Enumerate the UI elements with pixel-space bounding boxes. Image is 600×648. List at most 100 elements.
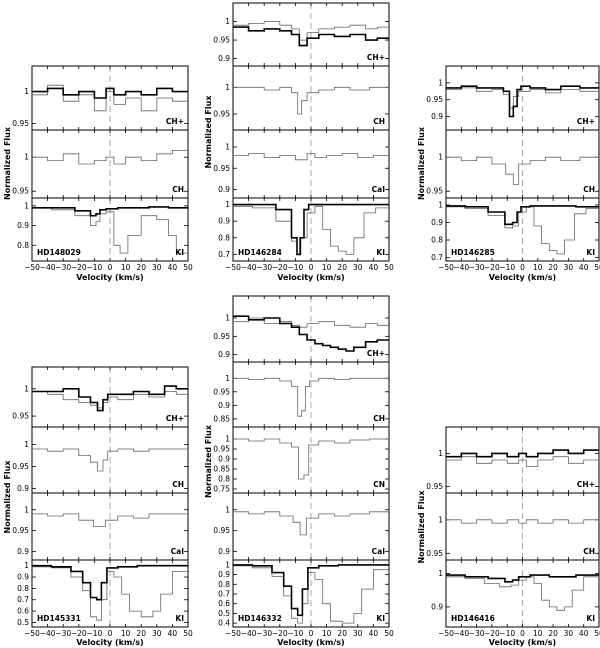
solid-spectrum xyxy=(233,564,389,617)
x-tick-label: −20 xyxy=(272,263,288,272)
y-tick-label: 0.95 xyxy=(426,95,443,104)
x-tick-label: 20 xyxy=(548,629,558,638)
y-tick-label: 0.6 xyxy=(218,599,230,608)
spectrum-panel: 1 0.9 0.8 KI HD148029 xyxy=(17,197,189,262)
y-tick-label: 1 xyxy=(24,561,29,570)
x-tick-label: 50 xyxy=(384,629,394,638)
y-tick-label: 0.7 xyxy=(218,589,230,598)
spectrum-panel: 10.90.80.70.60.50.4 KI HD146332 xyxy=(218,559,390,628)
spectrum-panel: 1 0.95 CH xyxy=(426,129,600,199)
y-tick-label: 0.9 xyxy=(218,217,230,226)
x-tick-label: −20 xyxy=(71,629,87,638)
dotted-spectrum xyxy=(233,86,389,115)
x-tick-label: −10 xyxy=(287,629,303,638)
solid-spectrum xyxy=(446,574,599,583)
y-tick-label: 1 xyxy=(438,78,443,87)
spectrum-panel: 1 0.95 0.9 0.85 CH xyxy=(213,361,390,428)
spectrum-panel: 1 0.95 0.9 CaI xyxy=(12,492,189,561)
solid-spectrum xyxy=(32,385,188,412)
dotted-spectrum xyxy=(233,317,389,328)
y-tick-label: 0.4 xyxy=(218,619,230,628)
y-tick-label: 1 xyxy=(225,83,230,92)
species-label: CH+ xyxy=(166,117,184,126)
x-axis-title: Velocity (km/s) xyxy=(76,638,143,647)
y-tick-label: 0.7 xyxy=(17,595,29,604)
y-tick-label: 1 xyxy=(225,143,230,152)
species-label: KI xyxy=(376,248,385,257)
y-tick-label: 0.5 xyxy=(218,609,230,618)
sightline-block: 1 0.95 CH+ 1 0.95 0.9 CH 1 0.95 0.9 CaI 1 0.9 0.8 0.7 0… xyxy=(3,366,193,647)
y-tick-label: 0.95 xyxy=(426,482,443,491)
dotted-spectrum xyxy=(233,205,389,255)
x-tick-label: 30 xyxy=(564,629,574,638)
y-tick-label: 0.95 xyxy=(12,119,29,128)
y-tick-label: 0.95 xyxy=(213,445,230,454)
x-tick-label: 40 xyxy=(369,629,379,638)
x-tick-label: 0 xyxy=(520,629,525,638)
x-tick-label: −50 xyxy=(438,263,454,272)
y-axis-title: Normalized Flux xyxy=(3,126,12,200)
star-name: HD146332 xyxy=(238,614,282,623)
x-tick-label: −30 xyxy=(55,263,71,272)
species-label: CH+ xyxy=(166,414,184,423)
y-tick-label: 0.7 xyxy=(218,250,230,259)
x-tick-label: 40 xyxy=(168,629,178,638)
y-tick-label: 1 xyxy=(225,435,230,444)
x-axis-title: Velocity (km/s) xyxy=(76,273,143,282)
x-tick-label: −40 xyxy=(453,263,469,272)
x-axis-title: Velocity (km/s) xyxy=(489,638,556,647)
solid-spectrum xyxy=(233,203,389,256)
y-tick-label: 0.7 xyxy=(431,253,443,262)
spectrum-panel: 1 0.95 0.9 CH+ xyxy=(213,295,390,363)
dotted-spectrum xyxy=(233,511,389,536)
x-tick-label: 40 xyxy=(168,263,178,272)
y-tick-label: 0.5 xyxy=(17,618,29,627)
dotted-spectrum xyxy=(32,150,188,165)
species-label: CH+ xyxy=(367,349,385,358)
x-tick-label: −40 xyxy=(241,629,257,638)
y-tick-label: 1 xyxy=(438,515,443,524)
y-tick-label: 1 xyxy=(438,153,443,162)
species-label: KI xyxy=(376,614,385,623)
y-tick-label: 1 xyxy=(225,374,230,383)
spectrum-panel: 1 0.95 0.9 CH+ xyxy=(213,2,390,67)
sightline-block: 1 0.95 0.9 CH+ 1 0.95 CH 1 0.9 0.8 0.7 KI HD146285 −5… xyxy=(417,65,600,282)
species-label: CH xyxy=(583,547,595,556)
x-tick-label: 30 xyxy=(152,263,162,272)
y-tick-label: 1 xyxy=(225,505,230,514)
y-tick-label: 0.9 xyxy=(17,221,29,230)
y-tick-label: 1 xyxy=(438,569,443,578)
y-tick-label: 0.95 xyxy=(12,462,29,471)
star-name: HD145331 xyxy=(37,614,81,623)
dotted-spectrum xyxy=(446,519,599,524)
x-tick-label: 40 xyxy=(369,263,379,272)
y-tick-label: 0.85 xyxy=(213,465,230,474)
species-label: KI xyxy=(586,614,595,623)
y-tick-label: 0.6 xyxy=(17,607,29,616)
x-tick-label: −10 xyxy=(86,629,102,638)
x-tick-label: −50 xyxy=(438,629,454,638)
sightline-block: 10.950.9 CH+10.950.90.85 CH10.950.90.850.8… xyxy=(204,295,394,647)
species-label: CH xyxy=(373,117,385,126)
x-tick-label: 50 xyxy=(594,263,600,272)
y-tick-label: 0.9 xyxy=(17,547,29,556)
solid-spectrum xyxy=(233,26,389,47)
spectrum-panel: 1 0.95 CH+ xyxy=(12,366,189,428)
y-tick-label: 0.9 xyxy=(218,401,230,410)
sightline-block: 1 0.95 CH+ 1 0.95 CH 1 0.9 0.8 KI HD148029 −50 −40 −3… xyxy=(3,65,193,282)
x-tick-label: 30 xyxy=(152,629,162,638)
y-tick-label: 1 xyxy=(24,505,29,514)
y-tick-label: 0.8 xyxy=(431,236,443,245)
y-tick-label: 1 xyxy=(24,384,29,393)
dotted-spectrum xyxy=(233,438,389,480)
y-tick-label: 0.95 xyxy=(12,412,29,421)
y-tick-label: 1 xyxy=(438,449,443,458)
sightline-block: 1 0.95 0.9 CH+ 1 0.95 CH 1 0.95 0.9 CaI 1 0.9 0.8 0.7 K… xyxy=(204,2,394,282)
species-label: KI xyxy=(586,248,595,257)
y-tick-label: 0.9 xyxy=(431,112,443,121)
y-tick-label: 1 xyxy=(225,314,230,323)
y-tick-label: 1 xyxy=(225,200,230,209)
y-axis-title: Normalized Flux xyxy=(417,126,426,200)
x-tick-label: −30 xyxy=(469,263,485,272)
x-tick-label: −40 xyxy=(241,263,257,272)
